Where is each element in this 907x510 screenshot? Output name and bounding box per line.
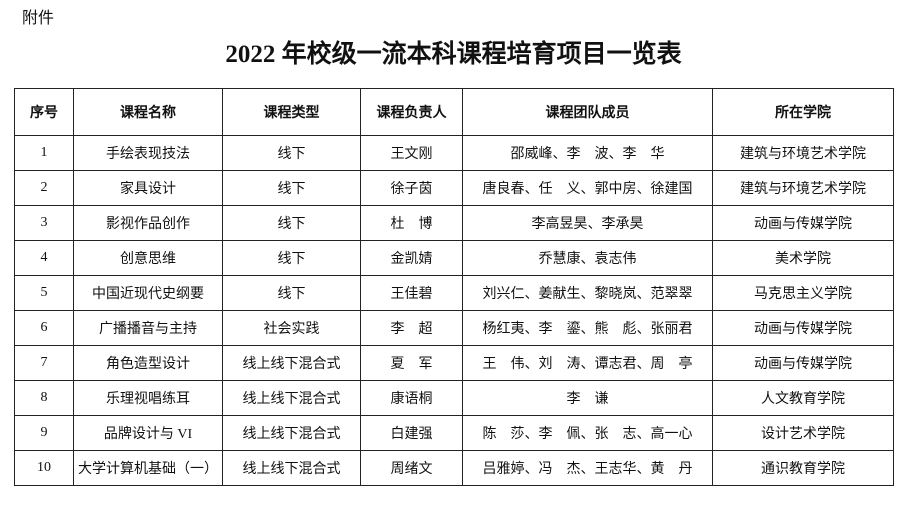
table-cell: 杨红夷、李 鎏、熊 彪、张丽君: [462, 310, 713, 346]
table-cell: 线下: [222, 240, 361, 276]
table-cell: 人文教育学院: [712, 380, 894, 416]
table-cell: 线上线下混合式: [222, 380, 361, 416]
column-header: 课程负责人: [360, 88, 463, 136]
table-cell: 陈 莎、李 佩、张 志、高一心: [462, 415, 713, 451]
table-cell: 动画与传媒学院: [712, 345, 894, 381]
table-row: 8 乐理视唱练耳 线上线下混合式 康语桐李 谦人文教育学院: [14, 380, 894, 416]
table-row: 3 影视作品创作 线下杜 博李高昱昊、李承昊 动画与传媒学院: [14, 205, 894, 241]
table-cell: 周绪文: [360, 450, 463, 486]
table-cell: 6: [14, 310, 74, 346]
table-cell: 马克思主义学院: [712, 275, 894, 311]
table-cell: 动画与传媒学院: [712, 205, 894, 241]
table-cell: 线上线下混合式: [222, 415, 361, 451]
table-cell: 7: [14, 345, 74, 381]
table-cell: 建筑与环境艺术学院: [712, 135, 894, 171]
column-header: 序号: [14, 88, 74, 136]
table-cell: 10: [14, 450, 74, 486]
table-cell: 手绘表现技法: [73, 135, 223, 171]
table-row: 9 品牌设计与 VI 线上线下混合式 白建强陈 莎、李 佩、张 志、高一心 设计艺术学院: [14, 415, 894, 451]
table-cell: 李高昱昊、李承昊: [462, 205, 713, 241]
table-cell: 线下: [222, 170, 361, 206]
table-cell: 品牌设计与 VI: [73, 415, 223, 451]
table-cell: 白建强: [360, 415, 463, 451]
header-row: 序号 课程名称 课程类型 课程负责人 课程团队成员 所在学院: [14, 88, 894, 136]
attachment-label: 附件: [22, 10, 55, 27]
table-cell: 线上线下混合式: [222, 450, 361, 486]
table-cell: 创意思维: [73, 240, 223, 276]
table-cell: 5: [14, 275, 74, 311]
table-row: 4 创意思维 线下 金凯婧 乔慧康、袁志伟 美术学院: [14, 240, 894, 276]
table-cell: 3: [14, 205, 74, 241]
table-cell: 2: [14, 170, 74, 206]
table-cell: 线上线下混合式: [222, 345, 361, 381]
table-cell: 乔慧康、袁志伟: [462, 240, 713, 276]
table-cell: 杜 博: [360, 205, 463, 241]
table-cell: 李 超: [360, 310, 463, 346]
table-cell: 金凯婧: [360, 240, 463, 276]
column-header: 课程团队成员: [462, 88, 713, 136]
table-row: 5 中国近现代史纲要 线下 王佳碧 刘兴仁、姜献生、黎晓岚、范翠翠 马克思主义学院: [14, 275, 894, 311]
table-cell: 影视作品创作: [73, 205, 223, 241]
table-cell: 李 谦: [462, 380, 713, 416]
table-cell: 中国近现代史纲要: [73, 275, 223, 311]
table-cell: 8: [14, 380, 74, 416]
table-cell: 唐良春、任 义、郭中房、徐建国: [462, 170, 713, 206]
table-row: 2 家具设计 线下 徐子茵 唐良春、任 义、郭中房、徐建国 建筑与环境艺术学院: [14, 170, 894, 206]
table-cell: 美术学院: [712, 240, 894, 276]
table-cell: 吕雅婷、冯 杰、王志华、黄 丹: [462, 450, 713, 486]
table-cell: 夏 军: [360, 345, 463, 381]
table-cell: 9: [14, 415, 74, 451]
table-cell: 设计艺术学院: [712, 415, 894, 451]
table-cell: 角色造型设计: [73, 345, 223, 381]
column-header: 课程类型: [222, 88, 361, 136]
table-cell: 社会实践: [222, 310, 361, 346]
table-cell: 王文刚: [360, 135, 463, 171]
table-cell: 建筑与环境艺术学院: [712, 170, 894, 206]
table-cell: 线下: [222, 275, 361, 311]
table-cell: 刘兴仁、姜献生、黎晓岚、范翠翠: [462, 275, 713, 311]
table-cell: 线下: [222, 205, 361, 241]
table-cell: 广播播音与主持: [73, 310, 223, 346]
table-cell: 1: [14, 135, 74, 171]
table-cell: 动画与传媒学院: [712, 310, 894, 346]
table-cell: 乐理视唱练耳: [73, 380, 223, 416]
course-table: 序号 课程名称 课程类型 课程负责人 课程团队成员 所在学院 1 手绘表现技法 线下 王文刚 邵威…: [14, 88, 894, 486]
table-row: 10 大学计算机基础（一） 线上线下混合式 周绪文 吕雅婷、冯 杰、王志华、黄 丹通识教…: [14, 450, 894, 486]
table-cell: 邵威峰、李 波、李 华: [462, 135, 713, 171]
table-cell: 线下: [222, 135, 361, 171]
table-cell: 王佳碧: [360, 275, 463, 311]
table-row: 1 手绘表现技法 线下 王文刚 邵威峰、李 波、李 华建筑与环境艺术学院: [14, 135, 894, 171]
column-header: 课程名称: [73, 88, 223, 136]
column-header: 所在学院: [712, 88, 894, 136]
table-row: 7 角色造型设计 线上线下混合式夏 军王 伟、刘 涛、谭志君、周 亭动画与传媒学院: [14, 345, 894, 381]
table-cell: 大学计算机基础（一）: [73, 450, 223, 486]
table-cell: 家具设计: [73, 170, 223, 206]
table-cell: 徐子茵: [360, 170, 463, 206]
table-cell: 王 伟、刘 涛、谭志君、周 亭: [462, 345, 713, 381]
title: 2022 年校级一流本科课程培育项目一览表: [225, 41, 682, 68]
table-cell: 通识教育学院: [712, 450, 894, 486]
table-cell: 4: [14, 240, 74, 276]
table-cell: 康语桐: [360, 380, 463, 416]
table-row: 6 广播播音与主持 社会实践李 超杨红夷、李 鎏、熊 彪、张丽君 动画与传媒学院: [14, 310, 894, 346]
